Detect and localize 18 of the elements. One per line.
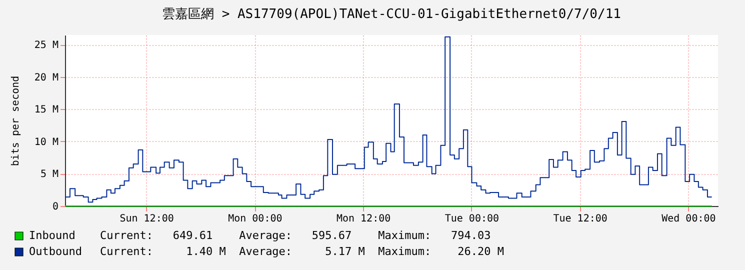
legend-label: Inbound [29,229,76,242]
x-tick-label: Tue 12:00 [553,214,608,224]
text: Current: 649.61 Average: 595.67 Maximum: 794.03 [100,229,491,242]
x-tick-label: Sun 12:00 [120,214,174,224]
y-tick-label: 20 M [34,72,58,84]
legend-label: Outbound [29,245,82,258]
x-tick-label: Mon 12:00 [336,214,391,224]
y-tick-label: 25 M [34,40,58,52]
y-axis-title: bits per second [10,76,22,166]
x-tick-label: Wed 00:00 [662,214,716,224]
y-tick-label: 5 M [40,169,58,180]
x-tick-label: Tue 00:00 [444,214,500,224]
y-tick-label: 0 [52,202,58,212]
text: Current: 1.40 M Average: 5.17 M Maximum: 26.20 M [100,245,504,258]
y-tick-label: 10 M [34,136,58,148]
x-tick-label: Mon 00:00 [228,214,282,224]
y-tick-label: 15 M [34,104,58,116]
chart-title: 雲嘉區網 > AS17709(APOL)TANet-CCU-01-GigabitEthernet0/7/0/11 [162,7,621,22]
